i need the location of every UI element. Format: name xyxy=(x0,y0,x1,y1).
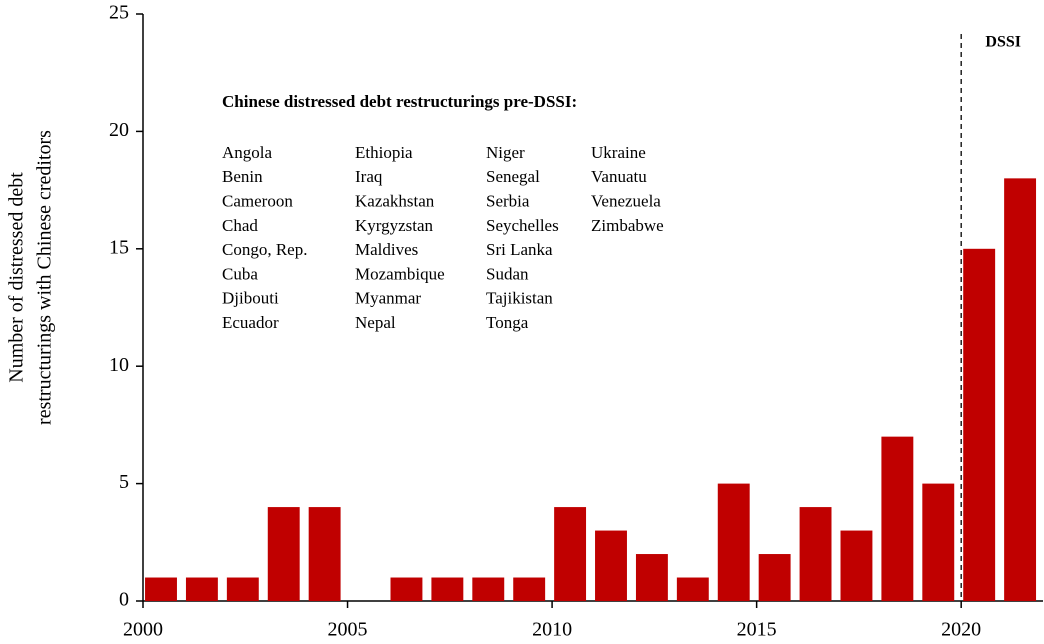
bar xyxy=(513,577,546,601)
country-name: Sri Lanka xyxy=(486,240,553,259)
country-name: Kyrgyzstan xyxy=(355,216,434,235)
y-tick-label: 25 xyxy=(109,2,129,24)
bar xyxy=(226,577,259,601)
x-tick-label: 2000 xyxy=(123,619,163,641)
country-name: Iraq xyxy=(355,167,383,186)
bar xyxy=(799,507,832,601)
bar xyxy=(1004,178,1037,602)
country-name: Nepal xyxy=(355,313,396,332)
x-tick-label: 2005 xyxy=(328,619,368,641)
country-name: Ukraine xyxy=(591,143,646,162)
country-name: Senegal xyxy=(486,167,540,186)
y-tick-label: 5 xyxy=(119,471,129,493)
country-name: Serbia xyxy=(486,192,530,211)
y-tick-label: 10 xyxy=(109,354,129,376)
x-tick-label: 2010 xyxy=(532,619,572,641)
country-name: Ethiopia xyxy=(355,143,413,162)
country-name: Cuba xyxy=(222,264,258,283)
country-name: Cameroon xyxy=(222,192,293,211)
bar xyxy=(472,577,505,601)
bar xyxy=(635,554,668,601)
bar xyxy=(840,530,873,601)
bar xyxy=(431,577,464,601)
y-tick-label: 15 xyxy=(109,236,129,258)
bar xyxy=(554,507,587,601)
country-name: Angola xyxy=(222,143,273,162)
country-name: Venezuela xyxy=(591,192,661,211)
country-name: Zimbabwe xyxy=(591,216,664,235)
y-tick-label: 0 xyxy=(119,589,129,611)
bar xyxy=(145,577,177,601)
vline-label: DSSI xyxy=(985,34,1021,51)
country-name: Chad xyxy=(222,216,258,235)
country-name: Tajikistan xyxy=(486,289,553,308)
bar xyxy=(595,530,627,601)
bar xyxy=(922,483,955,601)
country-name: Djibouti xyxy=(222,289,279,308)
x-tick-label: 2020 xyxy=(941,619,981,641)
country-name: Seychelles xyxy=(486,216,559,235)
bar xyxy=(676,577,709,601)
bar xyxy=(758,554,791,601)
annotation-title: Chinese distressed debt restructurings p… xyxy=(222,92,577,111)
country-name: Tonga xyxy=(486,313,529,332)
bar xyxy=(267,507,300,601)
bar xyxy=(308,507,341,601)
country-name: Sudan xyxy=(486,264,529,283)
country-name: Mozambique xyxy=(355,264,445,283)
bar xyxy=(717,483,750,601)
bar xyxy=(881,436,914,601)
country-name: Vanuatu xyxy=(591,167,647,186)
bar xyxy=(390,577,423,601)
country-name: Maldives xyxy=(355,240,418,259)
country-name: Congo, Rep. xyxy=(222,240,307,259)
y-axis-label: Number of distressed debt xyxy=(6,172,28,383)
x-tick-label: 2015 xyxy=(737,619,777,641)
country-name: Ecuador xyxy=(222,313,279,332)
country-name: Benin xyxy=(222,167,263,186)
bar xyxy=(185,577,218,601)
country-name: Kazakhstan xyxy=(355,192,435,211)
y-axis-label: restructurings with Chinese creditors xyxy=(34,130,56,425)
country-name: Niger xyxy=(486,143,525,162)
bar xyxy=(963,248,996,602)
y-tick-label: 20 xyxy=(109,119,129,141)
country-name: Myanmar xyxy=(355,289,421,308)
